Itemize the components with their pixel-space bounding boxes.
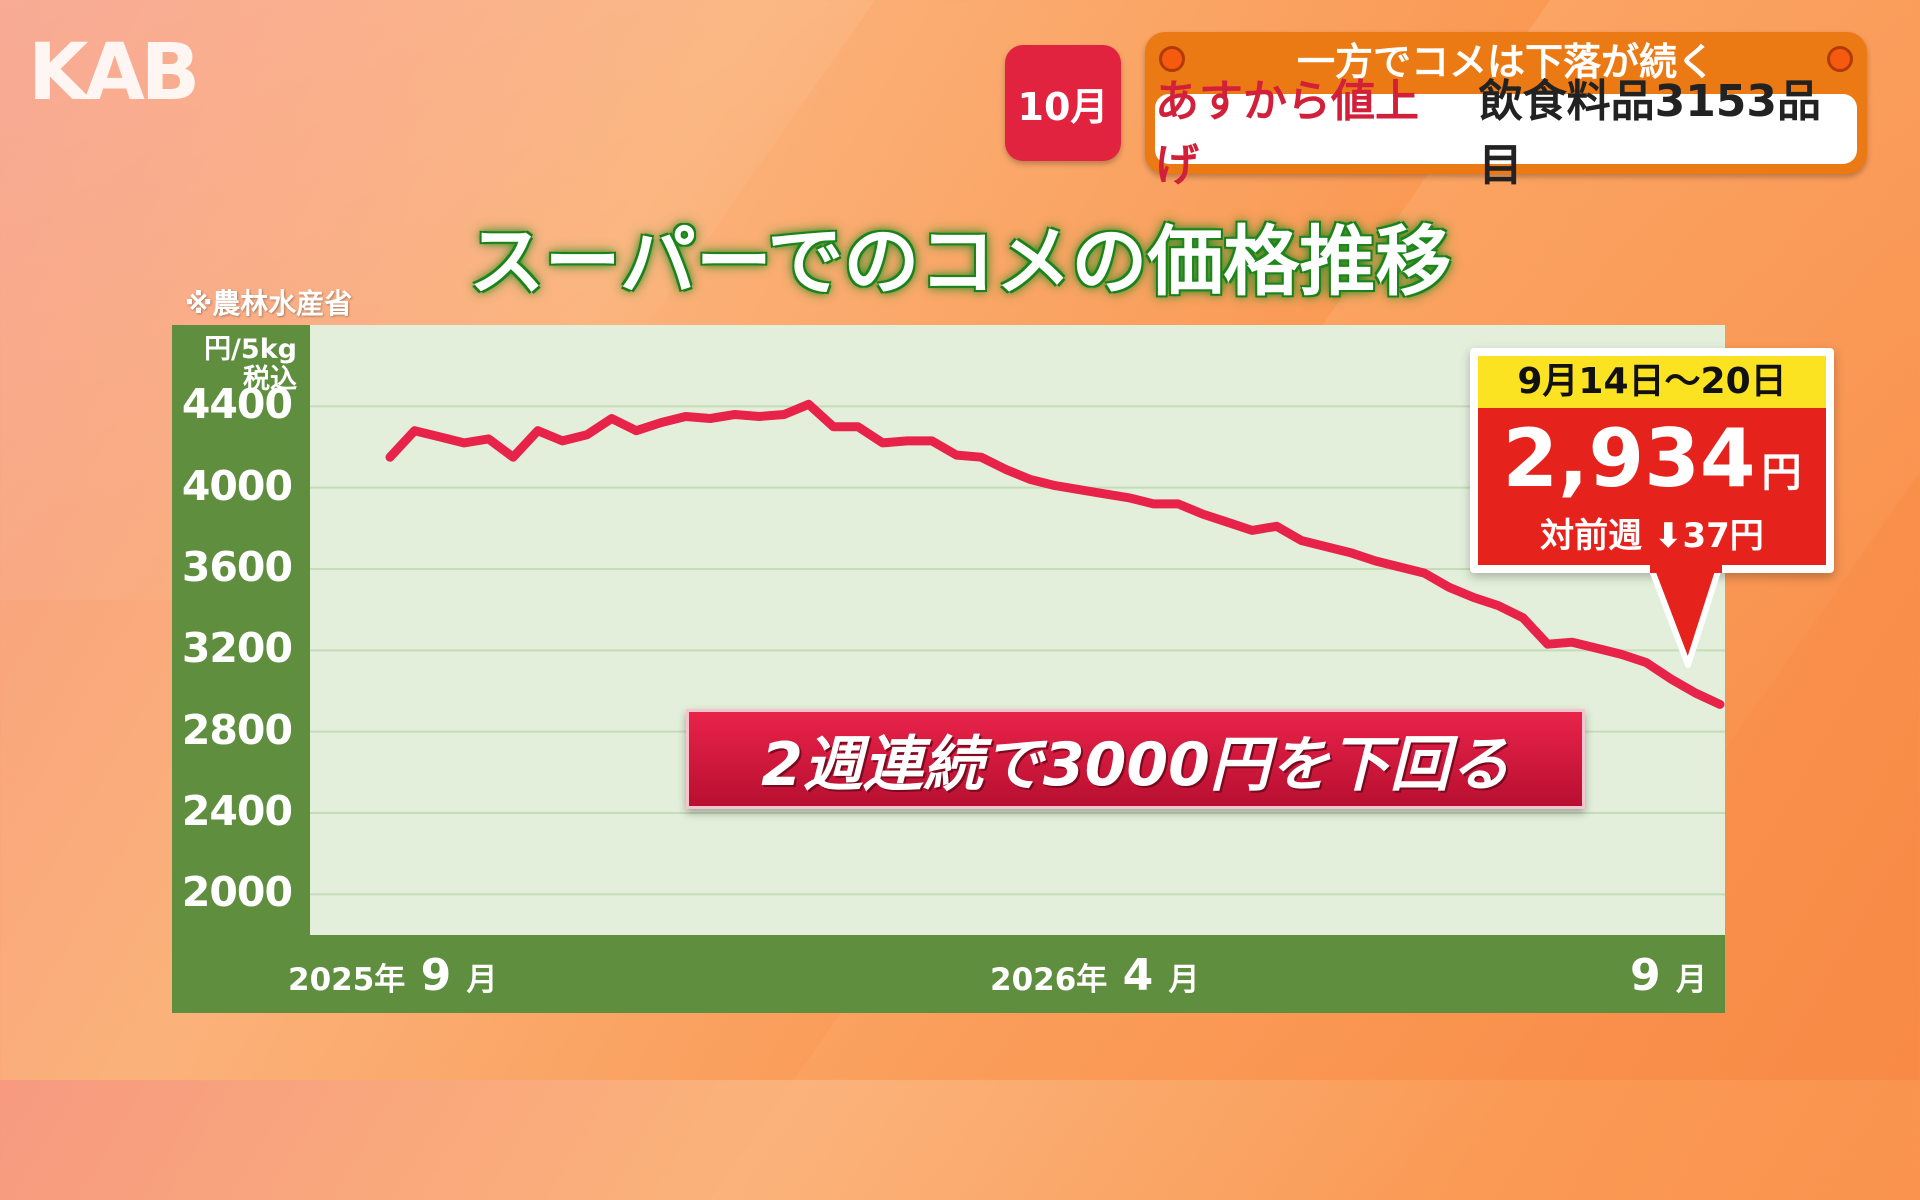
- x-tick-label: 2025年 9 月: [288, 950, 498, 1001]
- headline-box: 一方でコメは下落が続く あすから値上げ 飲食料品3153品目: [1145, 32, 1867, 191]
- x-tick-label: 2026年 4 月: [990, 950, 1200, 1001]
- y-tick-label: 4400: [181, 380, 293, 429]
- x-tick-month: 9: [405, 950, 467, 1001]
- callout-price: 2,934 円: [1478, 414, 1826, 518]
- callout-price-value: 2,934: [1502, 412, 1756, 505]
- callout-price-unit: 円: [1761, 450, 1802, 496]
- y-tick-label: 2800: [181, 705, 293, 754]
- headline-detail: 飲食料品3153品目: [1478, 76, 1822, 191]
- x-tick-suffix: 月: [466, 962, 498, 998]
- y-tick-label: 2400: [181, 787, 293, 835]
- x-tick-label: 9 月: [1630, 950, 1707, 1001]
- station-logo: KAB: [28, 28, 200, 118]
- x-tick-year: 2026年: [990, 962, 1108, 998]
- decor-dot-right: [1827, 46, 1853, 72]
- headline-top: 一方でコメは下落が続く: [1296, 40, 1715, 84]
- headline-highlight: あすから値上げ: [1155, 76, 1419, 191]
- callout-date: 9月14日～20日: [1478, 356, 1826, 408]
- annotation-text: 2週連続で3000円を下回る: [761, 729, 1510, 800]
- annotation-banner: 2週連続で3000円を下回る: [686, 709, 1585, 809]
- callout-main: 2,934 円 対前週 ⬇37円: [1478, 408, 1826, 565]
- x-tick-suffix: 月: [1675, 962, 1707, 998]
- y-axis-unit: 円/5kg 税込: [185, 335, 297, 395]
- callout-change: 対前週 ⬇37円: [1540, 516, 1764, 556]
- y-unit-line-2: 税込: [243, 364, 297, 395]
- y-tick-label: 3200: [181, 624, 293, 673]
- source-note: ※農林水産省: [185, 287, 353, 320]
- headline-bottom: あすから値上げ 飲食料品3153品目: [1155, 76, 1857, 191]
- x-tick-month: 9: [1630, 950, 1676, 1001]
- price-line: [385, 399, 1725, 709]
- month-badge: 10月: [1005, 45, 1121, 161]
- callout-pointer: [1650, 565, 1723, 668]
- y-tick-label: 4000: [181, 461, 293, 510]
- y-unit-line-1: 円/5kg: [204, 334, 297, 365]
- x-tick-month: 4: [1107, 950, 1169, 1001]
- x-tick-year: 2025年: [288, 962, 406, 998]
- y-tick-label: 2000: [181, 868, 293, 917]
- price-callout: 9月14日～20日 2,934 円 対前週 ⬇37円: [1470, 348, 1834, 573]
- x-tick-suffix: 月: [1168, 962, 1200, 998]
- y-tick-label: 3600: [181, 543, 293, 591]
- decor-dot-left: [1159, 46, 1185, 72]
- chart-title: スーパーでのコメの価格推移: [468, 217, 1452, 306]
